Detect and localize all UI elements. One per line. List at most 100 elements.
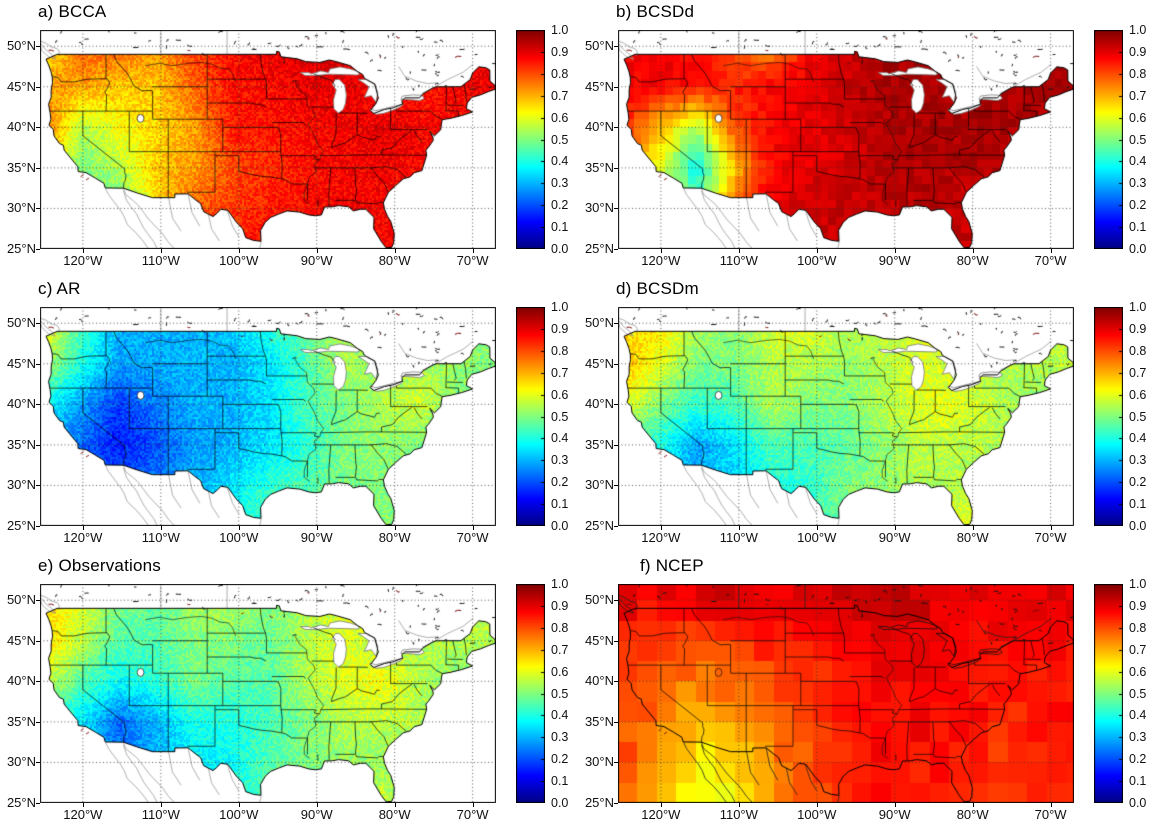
x-tick-label: 80°W [956,253,989,268]
x-tick-mark [816,803,818,807]
x-tick-mark [972,526,974,530]
y-tick-label: 35°N [6,436,36,452]
y-tick-mark [36,444,40,446]
colorbar-tick-label: 0.2 [1129,752,1147,767]
x-tick-label: 110°W [719,807,758,822]
y-tick-label: 50°N [6,592,36,608]
x-tick-label: 80°W [378,807,411,822]
y-tick-label: 50°N [584,592,614,608]
map-canvas [40,307,496,526]
x-tick-mark [894,526,896,530]
colorbar-tick-label: 1.0 [551,23,569,37]
colorbar-tick-label: 0.7 [1129,88,1147,103]
x-tick-mark [738,526,740,530]
x-tick-label: 80°W [378,530,411,545]
y-tick-label: 40°N [6,673,36,689]
colorbar [1094,30,1123,249]
colorbar-tick-label: 0.8 [551,343,569,358]
y-tick-label: 45°N [584,78,614,94]
x-tick-mark [160,249,162,253]
colorbar-tick-label: 0.4 [551,708,569,723]
y-tick-label: 25°N [584,795,614,810]
colorbar-tick-label: 0.9 [551,321,569,336]
y-tick-label: 45°N [6,78,36,94]
x-tick-mark [660,526,662,530]
colorbar-tick-label: 0.1 [1129,220,1147,235]
y-tick-mark [614,127,618,129]
colorbar-tick-label: 0.9 [551,44,569,59]
colorbar [1094,584,1123,803]
y-tick-label: 35°N [584,713,614,729]
colorbar-tick-label: 0.8 [1129,620,1147,635]
colorbar-tick-label: 0.2 [1129,475,1147,490]
colorbar-tick-label: 0.2 [551,198,569,213]
panel-observations: e) Observations 50°N 45°N 40°N 35°N 30°N 25°N… [0,554,578,832]
colorbar-tick-label: 0.3 [551,176,569,191]
map-canvas [618,584,1074,803]
x-tick-mark [738,803,740,807]
y-tick-mark [36,323,40,325]
x-tick-label: 110°W [141,530,180,545]
x-tick-mark [238,803,240,807]
x-tick-label: 80°W [956,530,989,545]
y-tick-label: 30°N [6,477,36,493]
y-tick-mark [36,640,40,642]
y-tick-mark [614,485,618,487]
panel-bcca: a) BCCA 50°N 45°N 40°N 35°N 30°N 25°N 120°W 110… [0,0,578,277]
colorbar-tick-label: 0.8 [551,620,569,635]
x-tick-mark [1050,803,1052,807]
x-tick-mark [82,526,84,530]
y-tick-label: 50°N [584,38,614,54]
y-tick-mark [36,721,40,723]
panel-bcsdd: b) BCSDd 50°N 45°N 40°N 35°N 30°N 25°N 120°W 11… [578,0,1156,277]
y-tick-mark [614,681,618,683]
map-canvas [40,584,496,803]
colorbar-tick-label: 0.3 [551,730,569,745]
colorbar-tick-label: 0.8 [1129,343,1147,358]
y-tick-label: 45°N [584,355,614,371]
y-tick-mark [614,323,618,325]
x-tick-mark [316,526,318,530]
x-tick-mark [82,803,84,807]
colorbar-tick-label: 0.6 [551,664,569,679]
x-tick-mark [660,803,662,807]
colorbar-tick-label: 0.1 [551,774,569,789]
x-tick-mark [1050,526,1052,530]
colorbar-tick-label: 0.0 [1129,796,1147,810]
x-tick-mark [160,803,162,807]
map-canvas [618,30,1074,249]
colorbar-tick-label: 0.0 [1129,242,1147,256]
y-tick-mark [614,86,618,88]
colorbar-tick-label: 0.7 [551,642,569,657]
colorbar-tick-label: 0.6 [551,387,569,402]
x-tick-mark [972,803,974,807]
y-tick-mark [36,803,40,804]
x-tick-label: 110°W [141,253,180,268]
x-tick-label: 90°W [300,530,333,545]
x-tick-label: 90°W [878,807,911,822]
y-tick-label: 35°N [6,159,36,175]
y-tick-label: 45°N [6,355,36,371]
x-tick-mark [82,249,84,253]
colorbar-tick-label: 1.0 [1129,300,1147,314]
colorbar-tick-label: 0.3 [1129,453,1147,468]
colorbar-tick-label: 0.5 [551,132,569,147]
x-tick-mark [816,249,818,253]
x-tick-label: 110°W [719,253,758,268]
panel-ar: c) AR 50°N 45°N 40°N 35°N 30°N 25°N 120°W 110°W… [0,277,578,554]
x-tick-mark [894,803,896,807]
y-tick-mark [36,600,40,602]
colorbar-tick-label: 0.4 [551,431,569,446]
colorbar-tick-label: 0.9 [1129,321,1147,336]
x-tick-label: 110°W [141,807,180,822]
y-tick-label: 25°N [584,518,614,533]
colorbar-tick-label: 0.2 [551,475,569,490]
y-tick-mark [614,363,618,365]
y-tick-label: 50°N [6,38,36,54]
y-tick-mark [36,167,40,169]
y-tick-mark [36,208,40,210]
colorbar-tick-label: 1.0 [551,577,569,591]
colorbar [516,584,545,803]
y-tick-label: 30°N [584,200,614,216]
x-tick-mark [972,249,974,253]
